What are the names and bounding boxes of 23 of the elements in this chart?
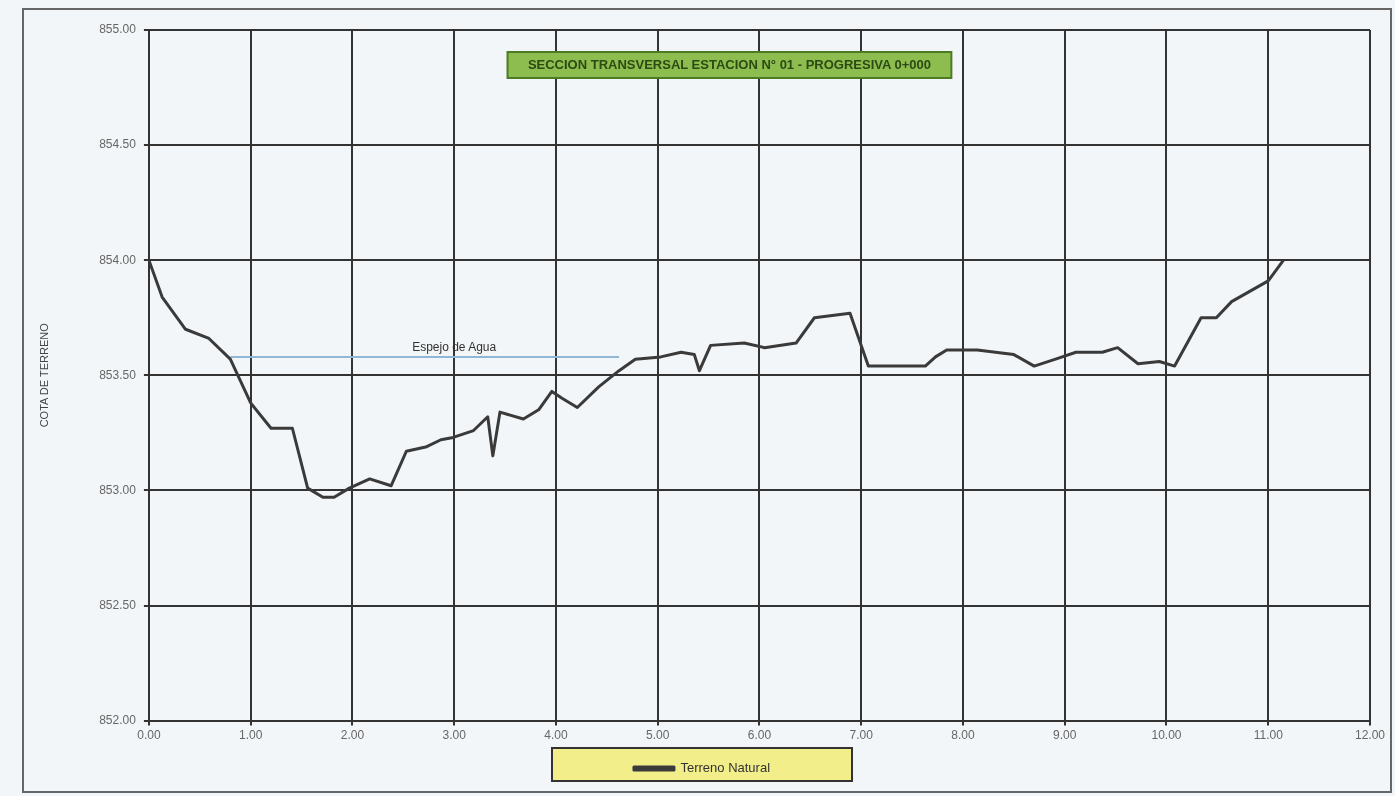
y-tick-label: 852.00	[99, 712, 137, 727]
y-axis-title: COTA DE TERRENO	[37, 322, 50, 428]
y-tick-label: 853.50	[99, 367, 137, 382]
x-tick-label: 5.00	[646, 728, 670, 743]
text: SECCION TRANSVERSAL ESTACION N° 01 - PROGRESIVA 0+000	[527, 56, 932, 72]
x-tick-label: 11.00	[1253, 728, 1284, 743]
x-tick-label: 2.00	[340, 728, 365, 743]
x-tick-label: 3.00	[442, 728, 467, 743]
x-tick-label: 1.00	[238, 728, 263, 743]
y-tick-label: 854.50	[99, 137, 137, 152]
x-tick-label: 12.00	[1354, 728, 1386, 743]
x-tick-label: 10.00	[1151, 728, 1182, 743]
x-tick-label: 0.00	[137, 728, 161, 743]
y-tick-label: 854.00	[99, 252, 137, 267]
x-tick-label: 4.00	[544, 728, 568, 743]
legend-label: Terreno Natural	[680, 760, 771, 776]
x-tick-label: 6.00	[747, 728, 772, 743]
x-tick-label: 7.00	[849, 728, 874, 743]
y-tick-label: 853.00	[99, 482, 137, 497]
y-tick-label: 852.50	[99, 597, 137, 612]
x-tick-label: 9.00	[1053, 728, 1077, 743]
x-tick-label: 8.00	[951, 728, 975, 743]
y-tick-label: 855.00	[99, 22, 137, 37]
